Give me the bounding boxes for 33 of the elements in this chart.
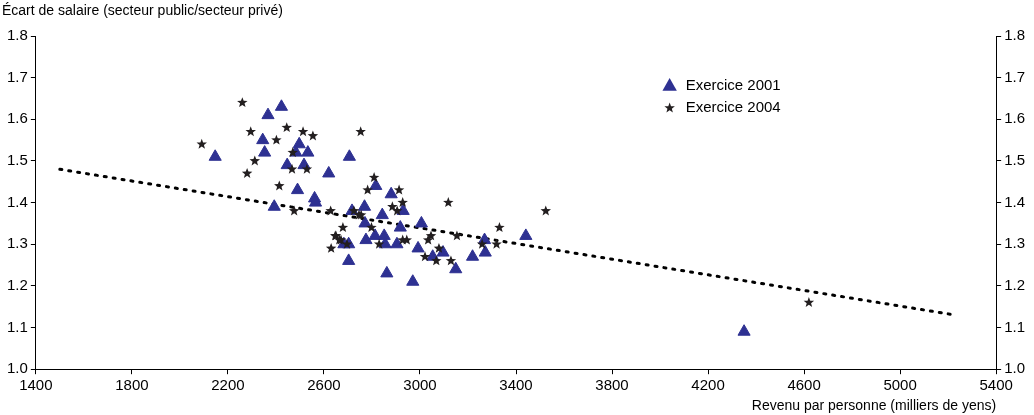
x-tick-label: 1800: [115, 376, 149, 394]
y2-tick-label: 1.7: [1004, 67, 1026, 85]
x-tick-label: 5400: [979, 376, 1013, 394]
y-tick-label: 1.7: [6, 67, 28, 85]
y-tick-label: 1.5: [6, 151, 28, 169]
y2-tick-label: 1.8: [1004, 26, 1026, 44]
x-tick-label: 2600: [307, 376, 341, 394]
y-tick-label: 1.6: [6, 109, 28, 127]
x-tick-label: 3800: [595, 376, 629, 394]
x-tick-label: 2200: [211, 376, 245, 394]
y2-tick-label: 1.0: [1004, 359, 1026, 377]
x-tick-label: 4200: [691, 376, 725, 394]
y-tick-label: 1.8: [6, 26, 28, 44]
y-tick-label: 1.0: [6, 359, 28, 377]
x-tick-label: 3400: [499, 376, 533, 394]
y2-tick-label: 1.3: [1004, 234, 1026, 252]
y-axis-title: Écart de salaire (secteur public/secteur privé): [2, 1, 283, 18]
x-tick-label: 1400: [19, 376, 53, 394]
y2-tick-label: 1.2: [1004, 276, 1026, 294]
y2-tick-label: 1.4: [1004, 192, 1026, 210]
x-tick-label: 4600: [787, 376, 821, 394]
x-tick-label: 5000: [883, 376, 917, 394]
y2-tick-label: 1.5: [1004, 151, 1026, 169]
y-tick-label: 1.1: [6, 317, 28, 335]
y-tick-label: 1.2: [6, 276, 28, 294]
legend-label: Exercice 2004: [685, 98, 781, 116]
legend-label: Exercice 2001: [685, 76, 781, 94]
y2-tick-label: 1.6: [1004, 109, 1026, 127]
x-tick-label: 3000: [403, 376, 437, 394]
x-axis-title: Revenu par personne (milliers de yens): [751, 397, 997, 414]
y-tick-label: 1.3: [6, 234, 28, 252]
y-tick-label: 1.4: [6, 192, 28, 210]
y2-tick-label: 1.1: [1004, 317, 1026, 335]
